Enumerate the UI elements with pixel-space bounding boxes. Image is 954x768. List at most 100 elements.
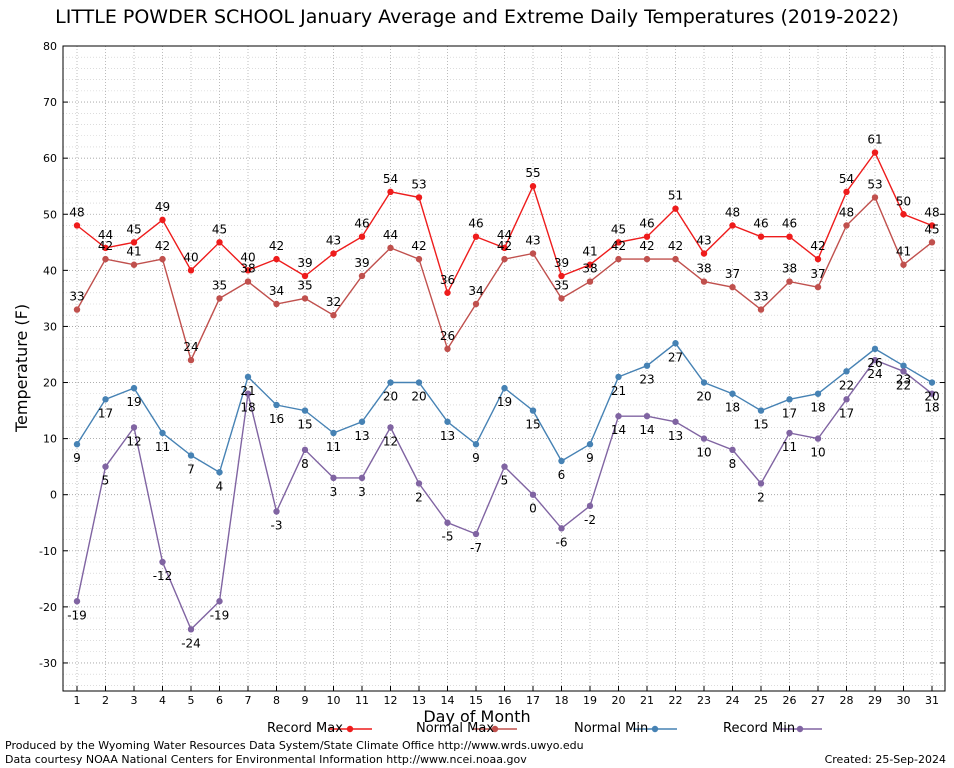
record-min-data-label: 14	[611, 423, 626, 437]
record-min-data-label: 12	[383, 434, 398, 448]
record-max-point	[472, 233, 480, 240]
record-min-point	[102, 463, 109, 470]
y-tick-label: 60	[43, 152, 57, 165]
record-max-data-label: 44	[98, 228, 113, 242]
normal-min-data-label: 22	[839, 378, 854, 392]
record-min-point	[130, 424, 138, 431]
record-min-point	[216, 598, 223, 605]
record-max-data-label: 51	[668, 189, 683, 203]
x-tick-label: 2	[102, 694, 109, 707]
normal-min-point	[187, 452, 195, 459]
record-max-data-label: 46	[468, 217, 483, 231]
normal-min-point	[928, 379, 936, 386]
normal-max-point	[529, 250, 537, 257]
normal-max-data-label: 26	[440, 329, 455, 343]
record-max-point	[558, 272, 565, 280]
normal-max-data-label: 35	[297, 278, 312, 292]
record-min-data-label: -12	[153, 569, 173, 583]
record-min-data-label: 8	[301, 457, 309, 471]
record-min-data-label: 10	[810, 446, 825, 460]
y-tick-label: 0	[50, 489, 57, 502]
record-max-point	[643, 233, 651, 240]
record-min-point	[358, 474, 366, 482]
x-tick-label: 27	[811, 694, 825, 707]
record-min-point	[615, 412, 622, 420]
x-tick-label: 11	[355, 694, 369, 707]
record-max-point	[501, 244, 508, 252]
normal-min-point	[444, 418, 451, 425]
record-min-point	[273, 508, 280, 515]
normal-max-data-label: 32	[326, 295, 341, 309]
normal-min-point	[273, 401, 280, 409]
normal-max-point	[358, 272, 366, 280]
record-min-point	[928, 390, 936, 397]
x-tick-label: 5	[188, 694, 195, 707]
record-max-point	[73, 222, 81, 229]
record-min-point	[387, 424, 394, 431]
normal-max-data-label: 38	[696, 262, 711, 276]
record-max-data-label: 50	[896, 194, 911, 208]
chart-title: LITTLE POWDER SCHOOL January Average and…	[55, 6, 899, 28]
y-tick-label: -10	[39, 545, 57, 558]
record-min-data-label: 17	[839, 406, 854, 420]
record-max-point	[415, 194, 423, 201]
normal-min-point	[244, 373, 252, 381]
legend-label-normal-min: Normal Min	[574, 721, 649, 736]
y-tick-label: 50	[43, 208, 57, 221]
x-tick-label: 18	[555, 694, 569, 707]
record-max-data-label: 39	[297, 256, 312, 270]
x-tick-label: 10	[327, 694, 341, 707]
x-tick-label: 19	[583, 694, 597, 707]
normal-max-data-label: 48	[839, 205, 854, 219]
record-max-data-label: 53	[411, 177, 426, 191]
normal-max-point	[472, 300, 480, 308]
legend-marker-normal-max	[491, 725, 499, 733]
normal-min-point	[387, 379, 394, 386]
record-min-point	[672, 418, 679, 425]
record-min-point	[444, 519, 451, 526]
series-points	[73, 149, 936, 633]
normal-max-data-label: 41	[126, 245, 141, 259]
record-min-data-label: 10	[696, 446, 711, 460]
record-max-data-label: 46	[639, 217, 654, 231]
record-max-data-label: 36	[440, 273, 455, 287]
record-max-data-label: 45	[212, 222, 227, 236]
record-min-point	[159, 558, 166, 566]
y-tick-label: 80	[43, 40, 57, 53]
normal-max-data-label: 44	[383, 228, 398, 242]
normal-min-point	[472, 441, 480, 448]
normal-min-point	[529, 407, 537, 414]
y-tick-label: 40	[43, 264, 57, 277]
record-max-point	[928, 222, 936, 229]
normal-max-point	[301, 295, 309, 302]
x-tick-label: 6	[216, 694, 223, 707]
normal-min-data-label: 17	[782, 406, 797, 420]
normal-max-point	[130, 261, 138, 268]
normal-max-point	[501, 255, 508, 263]
record-max-point	[586, 261, 594, 268]
record-min-point	[73, 598, 81, 605]
normal-max-point	[102, 255, 109, 263]
record-max-data-label: 48	[69, 205, 84, 219]
normal-min-data-label: 15	[297, 418, 312, 432]
record-max-point	[529, 183, 537, 190]
x-tick-label: 12	[384, 694, 398, 707]
normal-min-data-label: 21	[240, 384, 255, 398]
record-max-point	[330, 250, 337, 257]
x-tick-label: 9	[302, 694, 309, 707]
x-tick-label: 15	[469, 694, 483, 707]
record-min-data-label: 13	[668, 429, 683, 443]
plot-frame	[62, 45, 946, 692]
normal-min-point	[558, 457, 565, 465]
normal-max-point	[415, 255, 423, 263]
normal-min-point	[729, 390, 736, 397]
y-axis-label: Temperature (F)	[12, 303, 31, 432]
x-tick-label: 14	[441, 694, 455, 707]
record-min-data-label: 3	[330, 485, 338, 499]
record-min-data-label: -19	[210, 608, 230, 622]
normal-max-data-label: 38	[782, 262, 797, 276]
record-max-point	[729, 222, 736, 229]
normal-max-point	[672, 255, 679, 263]
normal-min-data-label: 26	[867, 356, 882, 370]
